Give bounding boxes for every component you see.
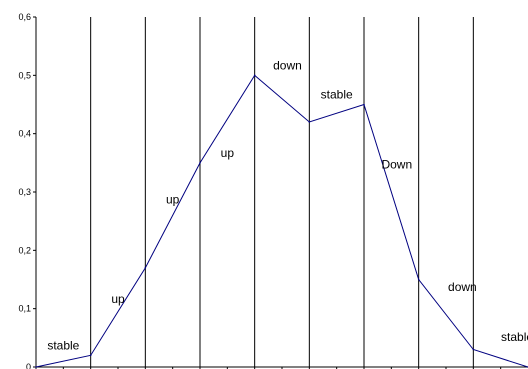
annotation-label: stable <box>47 339 79 353</box>
annotation-label: up <box>111 292 125 306</box>
y-tick-label: 0,2 <box>18 245 31 255</box>
data-point <box>89 354 92 357</box>
annotation-label: up <box>166 193 180 207</box>
data-point <box>253 74 256 77</box>
data-point <box>199 162 201 164</box>
data-point <box>472 348 475 351</box>
annotation-label: down <box>448 280 477 294</box>
annotation-label: stable <box>321 88 353 102</box>
annotation-label: down <box>273 59 302 73</box>
series-layer <box>35 74 528 368</box>
y-tick-label: 0,3 <box>18 187 31 197</box>
annotation-label: Down <box>381 158 412 172</box>
data-point <box>35 366 37 368</box>
data-point <box>417 278 420 281</box>
y-tick-label: 0,4 <box>18 129 31 139</box>
y-tick-label: 0,1 <box>18 304 31 314</box>
annotation-label: stable <box>501 330 528 344</box>
annotation-layer: stable up up up down stable Down down stable <box>47 59 528 353</box>
data-point <box>363 103 365 106</box>
series-line <box>35 74 528 368</box>
y-tick-label: 0 <box>26 362 31 369</box>
annotation-label: up <box>221 146 235 160</box>
y-axis-ticks: 0 0,1 0,2 0,3 0,4 0,5 0,6 <box>18 12 36 369</box>
y-tick-label: 0,6 <box>18 12 31 22</box>
y-tick-label: 0,5 <box>18 70 31 80</box>
data-point <box>144 267 147 269</box>
data-point <box>308 121 311 123</box>
